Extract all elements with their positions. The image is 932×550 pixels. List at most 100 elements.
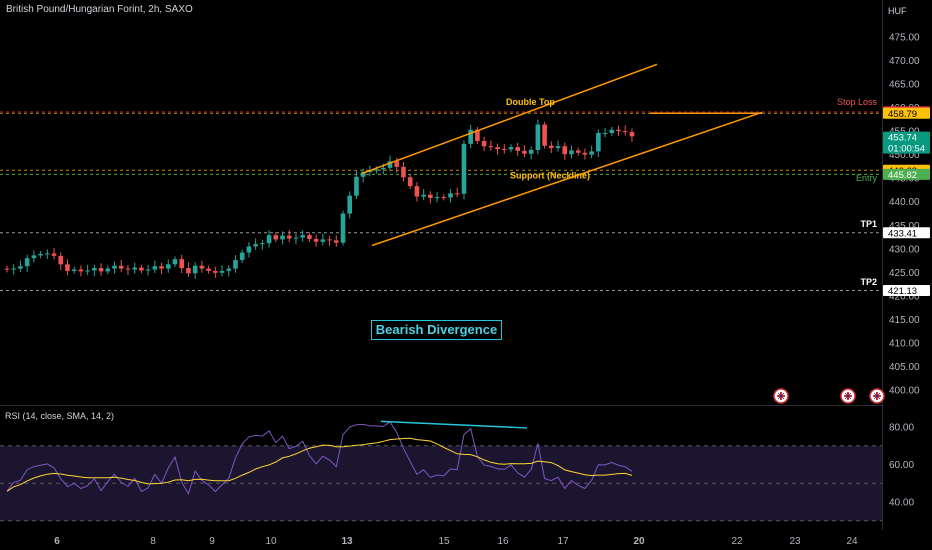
candle-body xyxy=(125,268,131,270)
candle-body xyxy=(132,267,137,270)
candles xyxy=(4,119,635,279)
uk-flag-icon xyxy=(773,388,789,404)
entry-label: Entry xyxy=(856,173,878,183)
candle-body xyxy=(71,269,77,271)
candle-body xyxy=(347,195,353,214)
candle-body xyxy=(273,235,279,240)
candle-body xyxy=(394,161,400,167)
rsi-tick-label: 40.00 xyxy=(889,498,914,509)
price-badge-bg xyxy=(883,131,930,154)
candle-body xyxy=(481,141,487,147)
double-top-label: Double Top xyxy=(506,97,555,107)
channel-lower-line xyxy=(371,111,763,247)
candle-body xyxy=(407,177,413,187)
candle-body xyxy=(468,129,473,144)
candle-body xyxy=(192,265,198,274)
price-badge: 421.13 xyxy=(883,285,930,297)
time-tick-label: 16 xyxy=(497,536,509,547)
price-tick-label: 450.00 xyxy=(889,150,920,161)
uk-flag-icon xyxy=(869,388,885,404)
candle-body xyxy=(549,145,554,149)
candle-body xyxy=(508,147,514,150)
candle-body xyxy=(239,252,245,261)
candle-body xyxy=(333,240,339,243)
candle-body xyxy=(374,169,379,171)
candle-body xyxy=(340,213,346,243)
candle-body xyxy=(313,238,319,242)
price-tick-label: 420.00 xyxy=(889,291,920,302)
time-tick-label: 9 xyxy=(209,536,215,547)
candle-body xyxy=(179,259,185,269)
candle-body xyxy=(253,244,258,247)
candle-body xyxy=(461,143,467,194)
candle-body xyxy=(226,268,232,271)
candle-body xyxy=(522,150,527,154)
candle-body xyxy=(112,265,117,269)
candle-body xyxy=(280,235,285,240)
candle-body xyxy=(622,131,628,133)
candle-body xyxy=(441,197,447,199)
tp2-label: TP2 xyxy=(860,277,877,287)
stop-loss-label: Stop Loss xyxy=(837,97,878,107)
candle-body xyxy=(105,268,111,272)
time-tick-label: 10 xyxy=(265,536,277,547)
price-tick-label: 465.00 xyxy=(889,80,920,91)
candle-body xyxy=(629,132,635,137)
candle-body xyxy=(582,152,588,155)
candle-body xyxy=(213,270,218,273)
candle-body xyxy=(165,264,171,269)
candle-body xyxy=(118,265,124,269)
candle-body xyxy=(501,149,507,151)
candle-body xyxy=(159,266,164,269)
candle-body xyxy=(45,253,50,255)
candle-body xyxy=(300,235,305,238)
price-badge-text: 453.74 xyxy=(888,133,917,144)
candle-body xyxy=(320,239,326,242)
countdown-text: 01:00:54 xyxy=(888,144,925,155)
time-tick-label: 23 xyxy=(789,536,801,547)
price-tick-label: 435.00 xyxy=(889,221,920,232)
rsi-divergence-line xyxy=(380,420,528,429)
candle-body xyxy=(448,193,453,198)
candle-body xyxy=(421,194,426,197)
candle-body xyxy=(266,235,272,244)
candle-body xyxy=(528,149,534,154)
price-tick-label: 425.00 xyxy=(889,268,920,279)
candle-body xyxy=(307,235,312,239)
symbol-title[interactable]: British Pound/Hungarian Forint, 2h, SAXO xyxy=(6,4,193,15)
candle-body xyxy=(11,268,17,270)
rsi-tick-label: 60.00 xyxy=(889,460,914,471)
candle-body xyxy=(354,176,359,196)
price-badge-text: 445.82 xyxy=(888,170,917,181)
candle-body xyxy=(246,246,252,253)
candle-body xyxy=(4,268,10,270)
candle-body xyxy=(488,146,494,148)
candle-body xyxy=(381,167,386,170)
time-tick-label: 13 xyxy=(341,536,353,547)
candle-body xyxy=(360,172,366,177)
candle-body xyxy=(596,133,601,152)
candle-body xyxy=(85,270,90,272)
candle-body xyxy=(260,243,265,245)
price-tick-label: 415.00 xyxy=(889,315,920,326)
time-tick-label: 17 xyxy=(557,536,569,547)
candle-body xyxy=(414,186,420,197)
candle-body xyxy=(515,147,521,151)
time-tick-label: 15 xyxy=(438,536,450,547)
price-badge: 458.79 xyxy=(883,107,930,120)
time-tick-label: 20 xyxy=(633,536,645,547)
candle-body xyxy=(434,197,440,199)
time-tick-label: 8 xyxy=(150,536,156,547)
candle-body xyxy=(92,268,97,271)
rsi-indicator-label[interactable]: RSI (14, close, SMA, 14, 2) xyxy=(5,411,115,421)
candle-body xyxy=(454,193,460,195)
candle-body xyxy=(219,270,225,273)
currency-label: HUF xyxy=(888,6,907,16)
price-tick-label: 430.00 xyxy=(889,244,920,255)
candle-body xyxy=(152,266,158,270)
uk-flag-icon xyxy=(840,388,856,404)
candle-body xyxy=(602,133,608,135)
candle-body xyxy=(24,258,30,267)
